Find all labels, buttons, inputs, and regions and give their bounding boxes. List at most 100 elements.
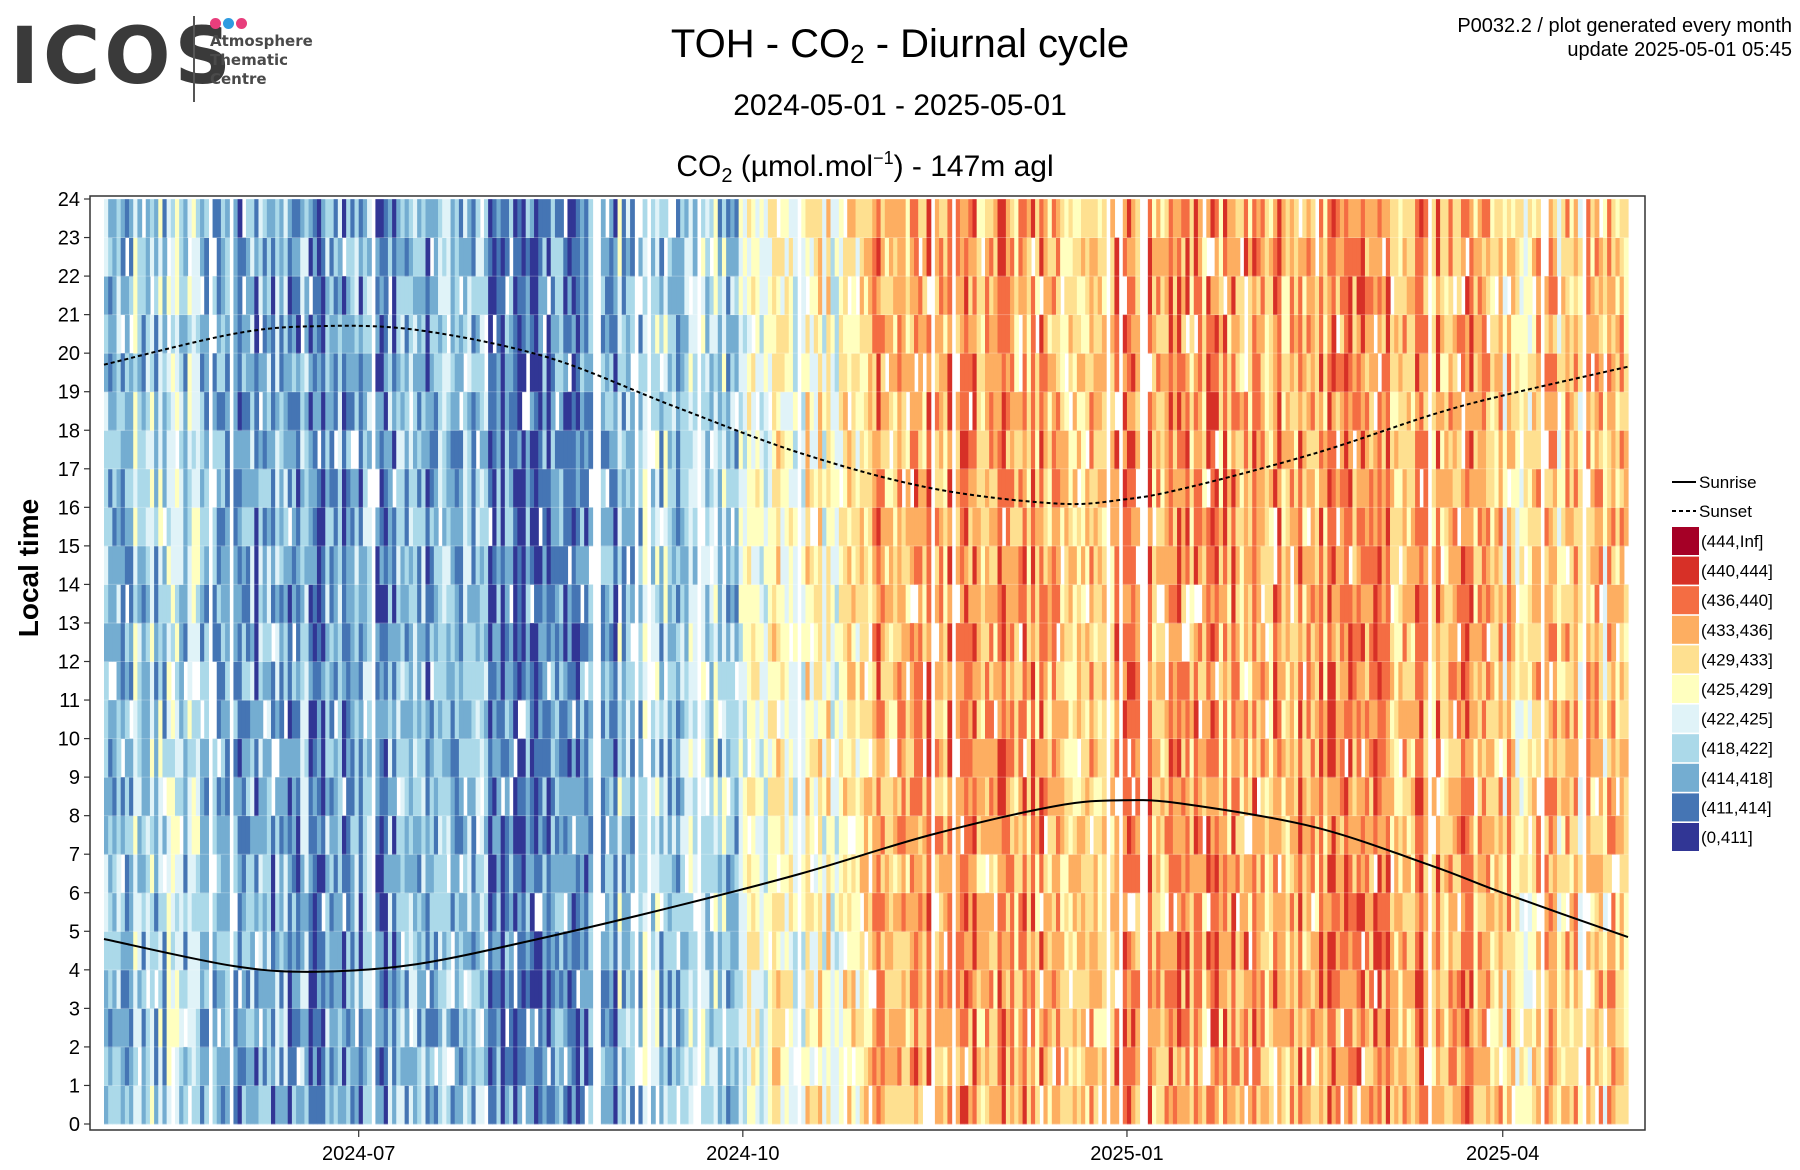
heatmap-cell xyxy=(1005,661,1011,701)
heatmap-cell xyxy=(659,468,665,508)
heatmap-cell xyxy=(684,545,690,585)
heatmap-cell xyxy=(1043,777,1049,817)
heatmap-cell xyxy=(905,815,911,855)
heatmap-cell xyxy=(504,622,510,662)
heatmap-cell xyxy=(738,661,744,701)
heatmap-cell xyxy=(433,738,439,778)
heatmap-cell xyxy=(308,661,314,701)
heatmap-cell xyxy=(997,237,1003,277)
heatmap-cell xyxy=(241,969,247,1009)
heatmap-cell xyxy=(158,545,164,585)
heatmap-cell xyxy=(684,199,690,238)
heatmap-cell xyxy=(563,1085,569,1125)
heatmap-cell xyxy=(141,391,147,431)
heatmap-cell xyxy=(972,931,978,971)
heatmap-cell xyxy=(529,276,535,316)
heatmap-cell xyxy=(625,815,631,855)
heatmap-cell xyxy=(859,1046,865,1086)
heatmap-cell xyxy=(329,545,335,585)
heatmap-cell xyxy=(488,199,493,238)
heatmap-cell xyxy=(751,584,756,624)
heatmap-cell xyxy=(254,777,260,817)
heatmap-cell xyxy=(638,1085,644,1125)
heatmap-cell xyxy=(300,969,306,1009)
heatmap-cell xyxy=(1030,545,1036,585)
heatmap-cell xyxy=(496,892,502,932)
heatmap-cell xyxy=(767,622,773,662)
heatmap-cell xyxy=(488,969,493,1009)
heatmap-cell xyxy=(496,391,502,431)
heatmap-cell xyxy=(659,1085,665,1125)
heatmap-cell xyxy=(287,622,293,662)
heatmap-cell xyxy=(195,892,201,932)
heatmap-cell xyxy=(250,622,255,662)
heatmap-cell xyxy=(509,276,514,316)
heatmap-cell xyxy=(504,430,510,470)
heatmap-cell xyxy=(997,661,1003,701)
heatmap-cell xyxy=(408,199,414,238)
heatmap-cell xyxy=(488,1008,493,1048)
heatmap-cell xyxy=(467,738,473,778)
heatmap-cell xyxy=(517,507,523,547)
heatmap-cell xyxy=(112,391,118,431)
heatmap-cell xyxy=(738,777,744,817)
heatmap-cell xyxy=(187,1008,193,1048)
heatmap-cell xyxy=(1018,507,1024,547)
heatmap-cell xyxy=(404,969,410,1009)
heatmap-cell xyxy=(663,199,669,238)
heatmap-cell xyxy=(362,777,368,817)
heatmap-cell xyxy=(417,854,422,894)
heatmap-cell xyxy=(1051,854,1057,894)
heatmap-cell xyxy=(454,314,460,354)
heatmap-cell xyxy=(985,584,990,624)
heatmap-cell xyxy=(826,969,832,1009)
heatmap-cell xyxy=(872,892,878,932)
heatmap-cell xyxy=(880,237,886,277)
heatmap-cell xyxy=(354,700,360,739)
heatmap-cell xyxy=(805,622,811,662)
heatmap-cell xyxy=(943,815,949,855)
heatmap-cell xyxy=(893,545,898,585)
heatmap-cell xyxy=(379,430,385,470)
heatmap-cell xyxy=(755,276,761,316)
heatmap-cell xyxy=(893,1008,898,1048)
heatmap-cell xyxy=(993,353,999,393)
heatmap-cell xyxy=(525,969,531,1009)
heatmap-cell xyxy=(120,815,126,855)
heatmap-cell xyxy=(759,777,765,817)
heatmap-cell xyxy=(734,892,740,932)
heatmap-cell xyxy=(1001,815,1007,855)
heatmap-cell xyxy=(287,199,293,238)
heatmap-cell xyxy=(262,507,268,547)
heatmap-cell xyxy=(442,969,447,1009)
heatmap-cell xyxy=(788,777,794,817)
heatmap-cell xyxy=(763,969,769,1009)
heatmap-cell xyxy=(179,738,184,778)
heatmap-cell xyxy=(726,1085,731,1125)
heatmap-cell xyxy=(296,969,301,1009)
heatmap-cell xyxy=(726,1046,731,1086)
heatmap-cell xyxy=(513,545,518,585)
heatmap-cell xyxy=(458,507,464,547)
heatmap-cell xyxy=(387,353,393,393)
heatmap-cell xyxy=(488,584,493,624)
heatmap-cell xyxy=(863,314,869,354)
heatmap-cell xyxy=(362,237,368,277)
heatmap-cell xyxy=(563,854,569,894)
heatmap-cell xyxy=(579,391,585,431)
heatmap-cell xyxy=(241,661,247,701)
heatmap-cell xyxy=(671,661,677,701)
heatmap-cell xyxy=(1018,545,1024,585)
heatmap-cell xyxy=(834,777,840,817)
heatmap-cell xyxy=(1051,738,1057,778)
heatmap-cell xyxy=(133,391,139,431)
heatmap-cell xyxy=(776,391,782,431)
heatmap-cell xyxy=(1047,1085,1053,1125)
heatmap-cell xyxy=(688,353,694,393)
heatmap-cell xyxy=(780,1085,786,1125)
heatmap-cell xyxy=(876,237,882,277)
heatmap-cell xyxy=(204,1008,209,1048)
heatmap-cell xyxy=(442,199,447,238)
heatmap-cell xyxy=(362,1085,368,1125)
heatmap-cell xyxy=(417,468,422,508)
